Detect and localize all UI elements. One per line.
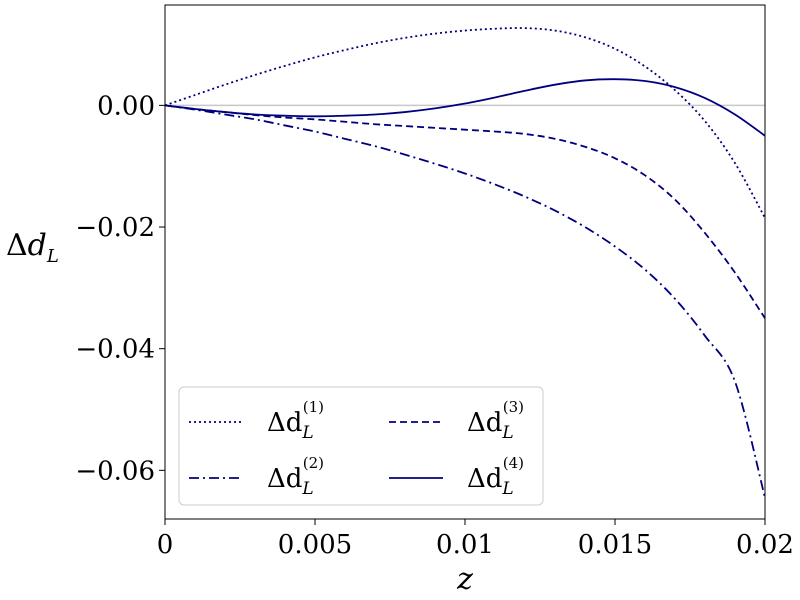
x-tick-label: 0.01 bbox=[436, 530, 494, 560]
legend: ΔdL(1) ΔdL(2) ΔdL(3) ΔdL(4) bbox=[178, 386, 544, 506]
x-tick-label: 0.015 bbox=[578, 530, 652, 560]
x-tick-label: 0 bbox=[157, 530, 174, 560]
legend-label: ΔdL(2) bbox=[267, 454, 324, 499]
legend-entry-2: ΔdL(2) bbox=[189, 454, 324, 499]
series-line-1 bbox=[164, 27, 766, 219]
y-tick-label: −0.06 bbox=[75, 456, 155, 486]
x-tick-label: 0.005 bbox=[278, 530, 352, 560]
svg-text:ΔdL: ΔdL bbox=[6, 228, 59, 267]
y-tick-label: 0.00 bbox=[97, 91, 155, 121]
x-axis-label: z bbox=[456, 562, 473, 597]
y-axis-label: ΔdL bbox=[6, 228, 59, 267]
series-line-2 bbox=[164, 104, 766, 498]
legend-label: ΔdL(4) bbox=[467, 454, 524, 499]
legend-label: ΔdL(1) bbox=[267, 398, 324, 443]
legend-entry-4: ΔdL(4) bbox=[389, 454, 524, 499]
legend-box bbox=[178, 386, 544, 506]
x-tick-label: 0.02 bbox=[736, 530, 794, 560]
legend-entry-3: ΔdL(3) bbox=[389, 398, 524, 443]
y-tick-label: −0.02 bbox=[75, 213, 155, 243]
legend-entry-1: ΔdL(1) bbox=[189, 398, 324, 443]
y-tick-label: −0.04 bbox=[75, 335, 155, 365]
legend-label: ΔdL(3) bbox=[467, 398, 524, 443]
series-line-4 bbox=[164, 78, 766, 137]
series-line-3 bbox=[164, 104, 766, 319]
